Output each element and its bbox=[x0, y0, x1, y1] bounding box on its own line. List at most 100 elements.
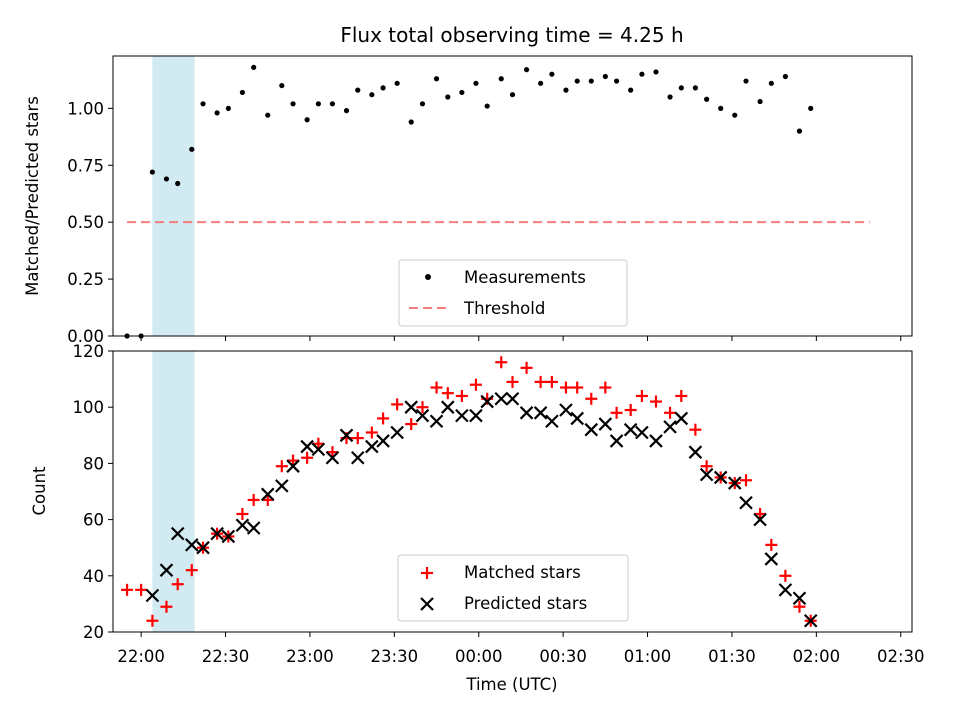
matched-star-point bbox=[312, 437, 325, 450]
measurement-point bbox=[588, 78, 594, 84]
legend-matched-label: Matched stars bbox=[464, 563, 581, 582]
measurement-point bbox=[175, 180, 181, 187]
bottom-y-tick-label: 20 bbox=[83, 623, 104, 642]
bottom-y-tick-label: 100 bbox=[73, 398, 105, 417]
measurement-point bbox=[757, 98, 763, 105]
x-tick-label: 01:30 bbox=[708, 647, 756, 666]
matched-star-point bbox=[160, 600, 173, 613]
matched-star-point bbox=[534, 375, 547, 388]
measurement-point bbox=[369, 92, 375, 98]
x-tick-label: 00:00 bbox=[455, 647, 503, 666]
matched-star-point bbox=[610, 406, 623, 419]
matched-star-point bbox=[405, 418, 418, 431]
matched-star-point bbox=[351, 432, 364, 445]
matched-star-point bbox=[146, 614, 159, 627]
bottom-panel: 20 40 60 80 100 120 22:00 22:30 23:00 23:30 00:00… bbox=[30, 342, 925, 694]
matched-star-point bbox=[185, 564, 198, 577]
predicted-star-point bbox=[390, 425, 404, 440]
bottom-axes-frame bbox=[112, 350, 913, 633]
x-axis-label: Time (UTC) bbox=[465, 675, 557, 694]
measurement-point bbox=[459, 89, 465, 96]
predicted-star-point bbox=[376, 434, 390, 448]
legend-measurements-label: Measurements bbox=[464, 268, 586, 287]
predicted-star-point bbox=[455, 408, 469, 423]
measurement-point bbox=[704, 96, 710, 102]
bottom-legend-box bbox=[397, 554, 629, 622]
measurement-point bbox=[279, 82, 285, 89]
predicted-star-point bbox=[494, 391, 509, 406]
x-tick-label: 00:30 bbox=[539, 647, 587, 666]
bottom-y-tick-label: 120 bbox=[73, 342, 105, 361]
predicted-star-point bbox=[404, 400, 418, 414]
predicted-star-point bbox=[210, 526, 224, 541]
matched-star-point bbox=[664, 406, 677, 419]
chart-title: Flux total observing time = 4.25 h bbox=[340, 23, 683, 47]
predicted-star-point bbox=[480, 394, 494, 409]
predicted-star-point bbox=[609, 434, 624, 448]
measurement-point bbox=[768, 80, 774, 86]
measurement-point bbox=[200, 101, 206, 107]
matched-star-point bbox=[236, 507, 249, 520]
predicted-star-point bbox=[727, 476, 742, 490]
predicted-star-point bbox=[778, 583, 793, 597]
predicted-star-point bbox=[649, 434, 663, 448]
measurement-point bbox=[678, 85, 684, 91]
bottom-y-tick-label: 40 bbox=[83, 567, 104, 586]
predicted-star-point bbox=[469, 408, 483, 423]
measurement-point bbox=[563, 87, 569, 93]
matched-star-point bbox=[635, 389, 648, 402]
top-y-tick-label: 1.00 bbox=[67, 99, 104, 118]
measurement-point bbox=[290, 101, 296, 107]
x-tick-label: 23:30 bbox=[371, 647, 419, 666]
legend-matched-marker bbox=[421, 567, 433, 579]
matched-star-point bbox=[740, 474, 753, 487]
matched-star-point bbox=[287, 454, 300, 467]
bottom-y-axis-label: Count bbox=[30, 466, 49, 516]
matched-star-point bbox=[675, 389, 688, 402]
measurement-point bbox=[523, 67, 530, 73]
bottom-y-ticks: 20 40 60 80 100 120 bbox=[73, 342, 113, 642]
measurement-point bbox=[782, 73, 788, 80]
measurement-point bbox=[473, 80, 479, 86]
measurement-point bbox=[329, 101, 336, 107]
matched-star-point bbox=[506, 375, 519, 388]
top-y-ticks: 0.00 0.25 0.50 0.75 1.00 bbox=[67, 99, 113, 346]
top-panel: 0.00 0.25 0.50 0.75 1.00 Matched/Predicted s… bbox=[23, 55, 913, 346]
measurement-point bbox=[265, 112, 271, 118]
x-tick-label: 02:30 bbox=[877, 647, 925, 666]
predicted-star-point bbox=[159, 563, 174, 577]
matched-star-point bbox=[326, 446, 339, 459]
legend-predicted-label: Predicted stars bbox=[464, 594, 587, 613]
measurement-point bbox=[163, 176, 170, 182]
predicted-star-point bbox=[545, 414, 559, 429]
matched-star-point bbox=[301, 451, 314, 464]
top-legend: Measurements Threshold bbox=[398, 259, 628, 327]
predicted-star-point bbox=[429, 414, 444, 429]
predicted-star-point bbox=[635, 425, 649, 440]
measurement-point bbox=[239, 89, 246, 96]
top-y-tick-label: 0.25 bbox=[67, 270, 104, 289]
predicted-star-point bbox=[221, 529, 236, 544]
legend-threshold-label: Threshold bbox=[463, 299, 545, 318]
matched-star-point bbox=[649, 395, 662, 408]
top-legend-box bbox=[398, 259, 628, 327]
measurement-point bbox=[574, 78, 580, 84]
matched-star-point bbox=[599, 381, 612, 394]
top-observing-span bbox=[152, 56, 195, 336]
top-y-tick-label: 0.75 bbox=[67, 156, 104, 175]
matched-star-point bbox=[455, 389, 468, 402]
predicted-star-point bbox=[145, 588, 160, 603]
top-y-axis-label: Matched/Predicted stars bbox=[23, 96, 42, 296]
measurement-point bbox=[549, 71, 555, 77]
predicted-star-point bbox=[311, 442, 326, 457]
legend-predicted-marker bbox=[420, 597, 434, 611]
predicted-star-point bbox=[350, 451, 365, 465]
predicted-star-point bbox=[196, 540, 210, 555]
measurement-point bbox=[304, 117, 310, 123]
x-tick-label: 23:00 bbox=[286, 647, 334, 666]
predicted-star-point bbox=[170, 526, 185, 541]
matched-star-point bbox=[624, 404, 637, 417]
predicted-star-point bbox=[441, 400, 455, 414]
measurement-point bbox=[732, 112, 738, 118]
